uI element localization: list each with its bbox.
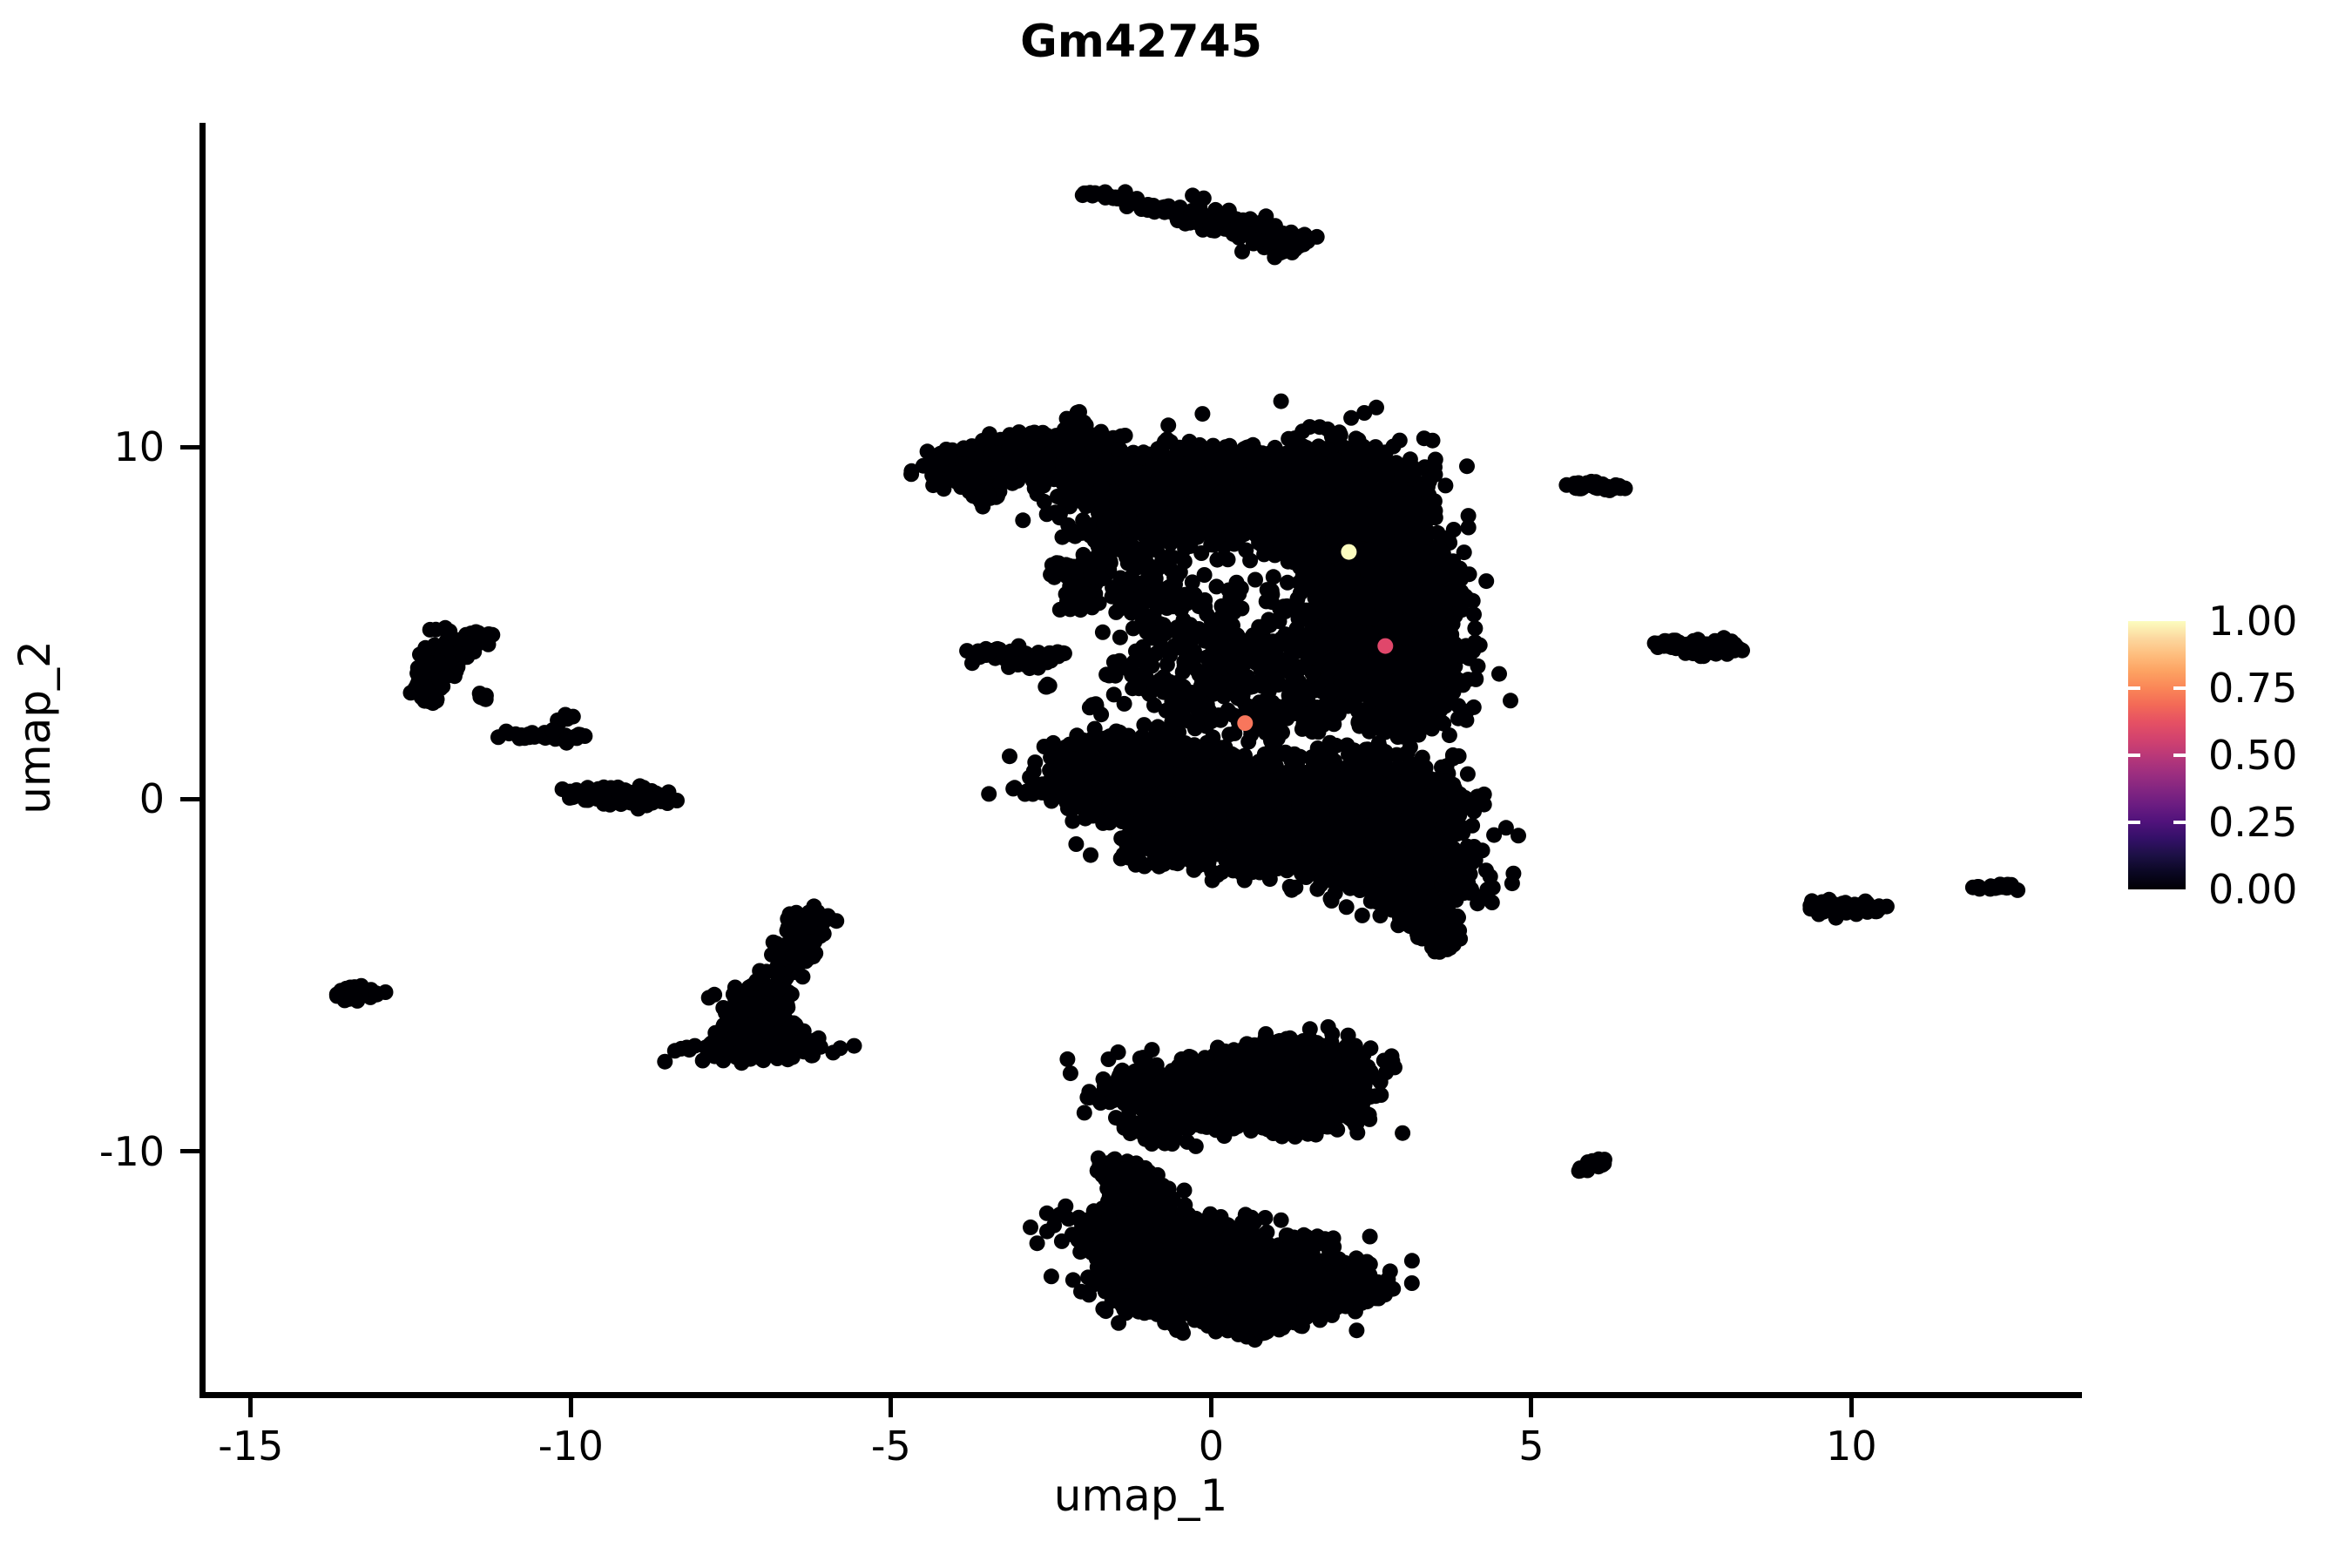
- colorbar-tick-label: 0.00: [2208, 866, 2298, 913]
- colorbar-tick-label: 1.00: [2208, 598, 2298, 645]
- x-tick-mark: [1208, 1398, 1213, 1417]
- colorbar-tick-mark: [2128, 821, 2140, 824]
- y-axis-spine: [199, 123, 206, 1398]
- x-axis-spine: [199, 1392, 2082, 1398]
- x-tick-mark: [248, 1398, 253, 1417]
- scatter-points-layer: [328, 184, 2026, 1348]
- colorbar-tick-mark: [2128, 686, 2140, 690]
- plot-axes: -15 -10 -5 0 5 10 -10 0 10: [99, 123, 2082, 1470]
- y-tick-mark: [180, 796, 199, 801]
- x-tick-label: 5: [1518, 1423, 1544, 1470]
- y-axis-label: umap_2: [10, 640, 60, 814]
- colorbar-tick-label: 0.75: [2208, 665, 2298, 712]
- y-tick-label: 0: [139, 775, 165, 823]
- x-tick-label: -5: [870, 1423, 911, 1470]
- x-tick-label: 0: [1198, 1423, 1224, 1470]
- x-tick-mark: [889, 1398, 894, 1417]
- x-tick-mark: [568, 1398, 573, 1417]
- colorbar-tick-mark: [2128, 754, 2140, 757]
- y-tick-label: -10: [98, 1127, 165, 1175]
- y-tick-mark: [180, 444, 199, 449]
- colorbar-tick-label: 0.50: [2208, 732, 2298, 779]
- x-tick-mark: [1848, 1398, 1854, 1417]
- page-title: Gm42745: [1020, 16, 1262, 68]
- x-tick-label: 10: [1826, 1423, 1877, 1470]
- colorbar-tick-label: 0.25: [2208, 799, 2298, 846]
- y-tick-label: 10: [113, 423, 165, 471]
- x-tick-mark: [1529, 1398, 1534, 1417]
- x-tick-label: -10: [537, 1423, 604, 1470]
- x-tick-label: -15: [218, 1423, 284, 1470]
- colorbar-tick-mark: [2173, 754, 2186, 757]
- x-axis-label: umap_1: [1053, 1470, 1228, 1521]
- colorbar-tick-mark: [2173, 821, 2186, 824]
- colorbar: 0.00 0.25 0.50 0.75 1.00: [2128, 598, 2337, 913]
- colorbar-tick-mark: [2173, 686, 2186, 690]
- y-tick-mark: [180, 1149, 199, 1154]
